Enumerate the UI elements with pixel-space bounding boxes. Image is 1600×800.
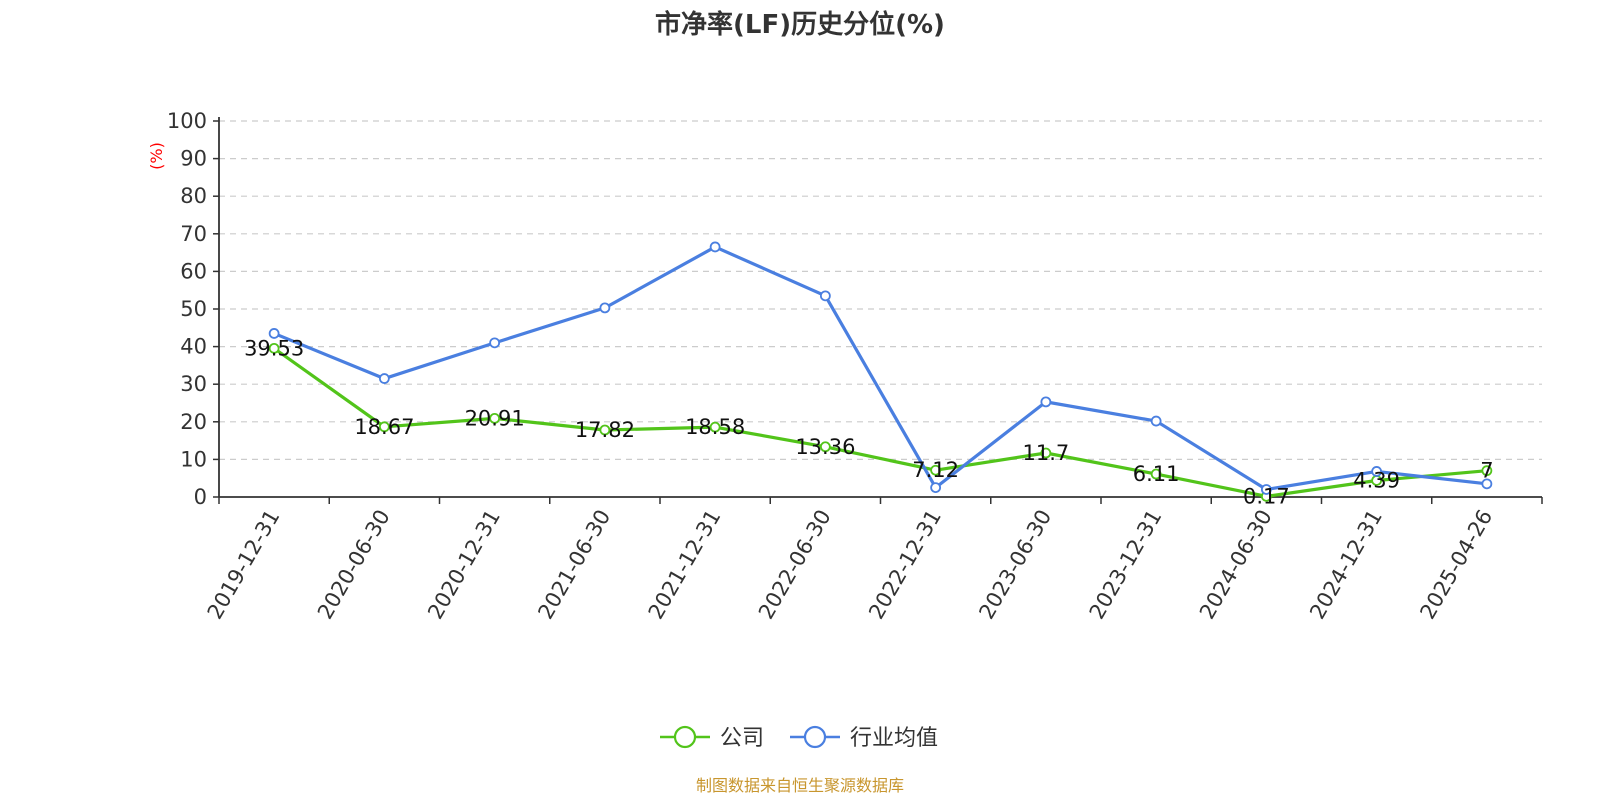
data-point[interactable] xyxy=(1260,484,1272,495)
data-label: 7.12 xyxy=(912,458,959,482)
data-label: 20.91 xyxy=(465,406,525,430)
data-label: 4.39 xyxy=(1353,468,1400,492)
data-point[interactable] xyxy=(1481,465,1493,477)
x-tick-label: 2024-06-30 xyxy=(1195,506,1277,624)
data-point[interactable] xyxy=(1150,468,1162,480)
data-label: 0.17 xyxy=(1243,484,1290,508)
x-tick-label: 2022-12-31 xyxy=(864,506,946,624)
data-point[interactable] xyxy=(378,373,390,384)
data-label: 17.82 xyxy=(575,418,635,442)
data-label: 11.7 xyxy=(1022,441,1069,465)
y-tick-label: 50 xyxy=(180,297,207,321)
x-tick-label: 2021-12-31 xyxy=(644,506,726,624)
x-tick-label: 2024-12-31 xyxy=(1305,506,1387,624)
data-label: 7 xyxy=(1480,459,1493,483)
y-tick-label: 40 xyxy=(180,335,207,359)
x-tick-label: 2023-06-30 xyxy=(974,506,1056,624)
data-point[interactable] xyxy=(819,441,831,453)
x-tick-label: 2020-12-31 xyxy=(423,506,505,624)
data-point[interactable] xyxy=(1371,466,1383,477)
y-tick-label: 90 xyxy=(180,147,207,171)
y-tick-label: 80 xyxy=(180,184,207,208)
legend-item-company[interactable]: 公司 xyxy=(660,725,764,751)
data-point[interactable] xyxy=(1040,396,1052,408)
grid-lines xyxy=(219,120,1542,460)
series-group xyxy=(268,241,1493,502)
legend-item-industry[interactable]: 行业均值 xyxy=(790,725,938,751)
data-point[interactable] xyxy=(378,421,390,433)
legend-industry-marker xyxy=(803,725,827,749)
legend-industry-label: 行业均值 xyxy=(850,726,938,751)
chart-title: 市净率(LF)历史分位(%) xyxy=(655,9,945,40)
data-label: 6.11 xyxy=(1133,462,1180,486)
legend-company-marker xyxy=(673,725,697,749)
series-0 xyxy=(268,342,1493,502)
y-tick-label: 20 xyxy=(180,410,207,434)
legend-company-label: 公司 xyxy=(720,726,764,751)
series-line xyxy=(273,347,1488,498)
data-label: 13.36 xyxy=(795,435,855,459)
data-label: 18.67 xyxy=(354,415,414,439)
data-point[interactable] xyxy=(1150,415,1162,427)
data-point[interactable] xyxy=(268,328,280,339)
data-point[interactable] xyxy=(599,424,611,436)
data-source-note: 制图数据来自恒生聚源数据库 xyxy=(696,776,904,795)
x-tick-label: 2020-06-30 xyxy=(313,506,395,624)
series-1 xyxy=(268,241,1493,495)
data-point[interactable] xyxy=(489,412,501,424)
data-point[interactable] xyxy=(819,290,831,302)
data-point[interactable] xyxy=(489,337,501,349)
x-tick-label: 2022-06-30 xyxy=(754,506,836,624)
y-tick-label: 0 xyxy=(194,485,207,509)
y-tick-label: 10 xyxy=(180,447,207,471)
data-point[interactable] xyxy=(709,241,721,253)
data-point[interactable] xyxy=(930,464,942,476)
series-line xyxy=(273,245,1488,492)
y-tick-label: 60 xyxy=(180,259,207,283)
data-point[interactable] xyxy=(930,482,942,494)
data-point[interactable] xyxy=(1481,478,1493,490)
data-point[interactable] xyxy=(1040,447,1052,459)
data-point[interactable] xyxy=(709,421,721,433)
data-label: 39.53 xyxy=(244,336,304,360)
data-label: 18.58 xyxy=(685,415,745,439)
data-point[interactable] xyxy=(268,342,280,354)
y-tick-label: 70 xyxy=(180,222,207,246)
y-axis-unit-label: (%) xyxy=(147,142,166,170)
x-tick-label: 2019-12-31 xyxy=(203,506,285,624)
data-point[interactable] xyxy=(599,302,611,314)
x-tick-label: 2023-12-31 xyxy=(1085,506,1167,624)
axes: 0 10 20 30 40 50 60 70 80 90 100 2019-12-31 2020-06-… xyxy=(167,109,1543,624)
x-tick-label: 2021-06-30 xyxy=(533,506,615,624)
data-labels: 39.53 18.67 20.91 17.82 18.58 13.36 7.12 11.7 6.… xyxy=(244,336,1494,508)
x-tick-label: 2025-04-26 xyxy=(1415,506,1497,624)
y-tick-label: 100 xyxy=(167,109,207,133)
legend: 公司 行业均值 xyxy=(660,725,938,751)
y-tick-label: 30 xyxy=(180,372,207,396)
